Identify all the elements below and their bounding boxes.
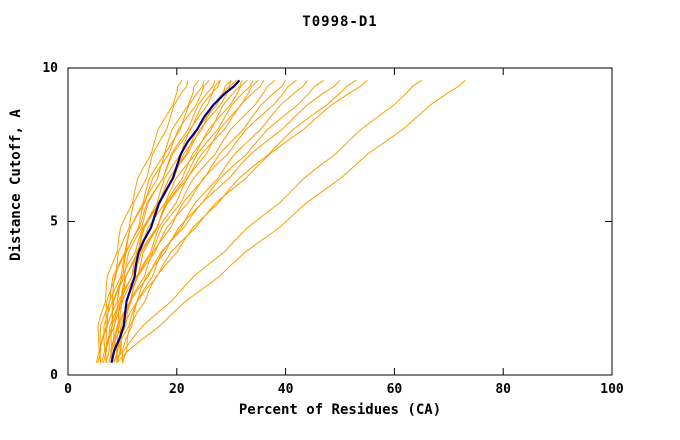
axis-frame xyxy=(67,67,613,376)
model-curve xyxy=(121,79,357,363)
x-tick-label: 60 xyxy=(387,382,403,397)
model-curve xyxy=(110,80,232,363)
y-tick-label: 5 xyxy=(50,215,58,230)
y-tick-label: 10 xyxy=(42,61,58,76)
model-curve xyxy=(99,80,189,363)
x-tick-label: 0 xyxy=(64,382,72,397)
model-curve xyxy=(111,79,297,363)
highlight-curve xyxy=(110,79,241,363)
model-curve xyxy=(111,79,422,364)
model-curve xyxy=(108,79,232,363)
x-tick-label: 100 xyxy=(600,382,624,397)
y-tick-label: 0 xyxy=(50,368,58,383)
model-curve xyxy=(116,79,368,363)
model-curve xyxy=(105,80,265,363)
model-curve xyxy=(116,79,466,364)
model-curve xyxy=(111,79,221,363)
model-curve xyxy=(97,79,210,363)
x-tick-label: 40 xyxy=(278,382,294,397)
model-curve xyxy=(121,80,308,363)
chart-title: T0998-D1 xyxy=(302,14,378,30)
x-axis-label: Percent of Residues (CA) xyxy=(238,402,442,418)
model-curve xyxy=(95,79,183,363)
model-curve xyxy=(104,80,216,363)
x-tick-label: 80 xyxy=(495,382,511,397)
model-curve xyxy=(102,79,237,363)
model-curve xyxy=(116,79,324,363)
model-curve xyxy=(99,80,221,363)
model-curve xyxy=(115,80,243,363)
x-tick-label: 20 xyxy=(169,382,185,397)
